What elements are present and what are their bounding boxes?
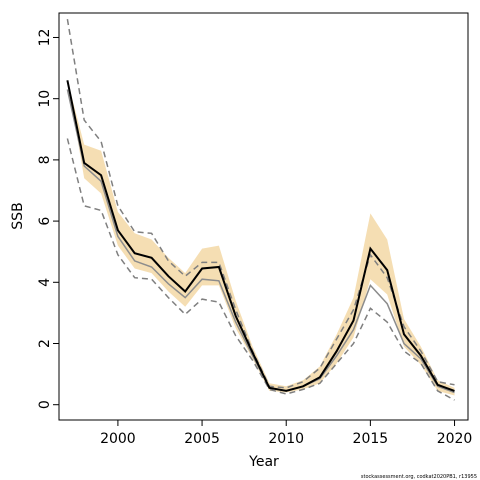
series-upper-dashed-line xyxy=(66,18,455,389)
x-axis: 2000 2005 2010 2015 2020 xyxy=(100,420,472,447)
y-tick-label-10: 10 xyxy=(37,90,53,108)
x-tick-label-2000: 2000 xyxy=(100,431,136,447)
x-axis-title: Year xyxy=(248,454,279,470)
series-lower-dashed-line xyxy=(66,138,455,401)
y-tick-label-6: 6 xyxy=(37,217,53,226)
plot-frame xyxy=(58,12,469,421)
x-tick-label-2010: 2010 xyxy=(268,431,304,447)
y-axis: 0 2 4 6 8 10 12 xyxy=(37,29,59,409)
y-tick-label-12: 12 xyxy=(37,29,53,47)
y-tick-label-8: 8 xyxy=(37,155,53,164)
y-tick-label-0: 0 xyxy=(37,400,53,409)
credit-text: stockassessment.org, codkat2020PB1, r139… xyxy=(361,474,477,480)
x-tick-label-2020: 2020 xyxy=(437,431,473,447)
y-tick-label-4: 4 xyxy=(37,278,53,287)
y-axis-title: SSB xyxy=(10,202,26,229)
y-tick-label-2: 2 xyxy=(37,339,53,348)
x-tick-label-2015: 2015 xyxy=(353,431,389,447)
series-estimate-line xyxy=(66,80,455,392)
confidence-band xyxy=(67,80,455,396)
x-tick-label-2005: 2005 xyxy=(184,431,220,447)
